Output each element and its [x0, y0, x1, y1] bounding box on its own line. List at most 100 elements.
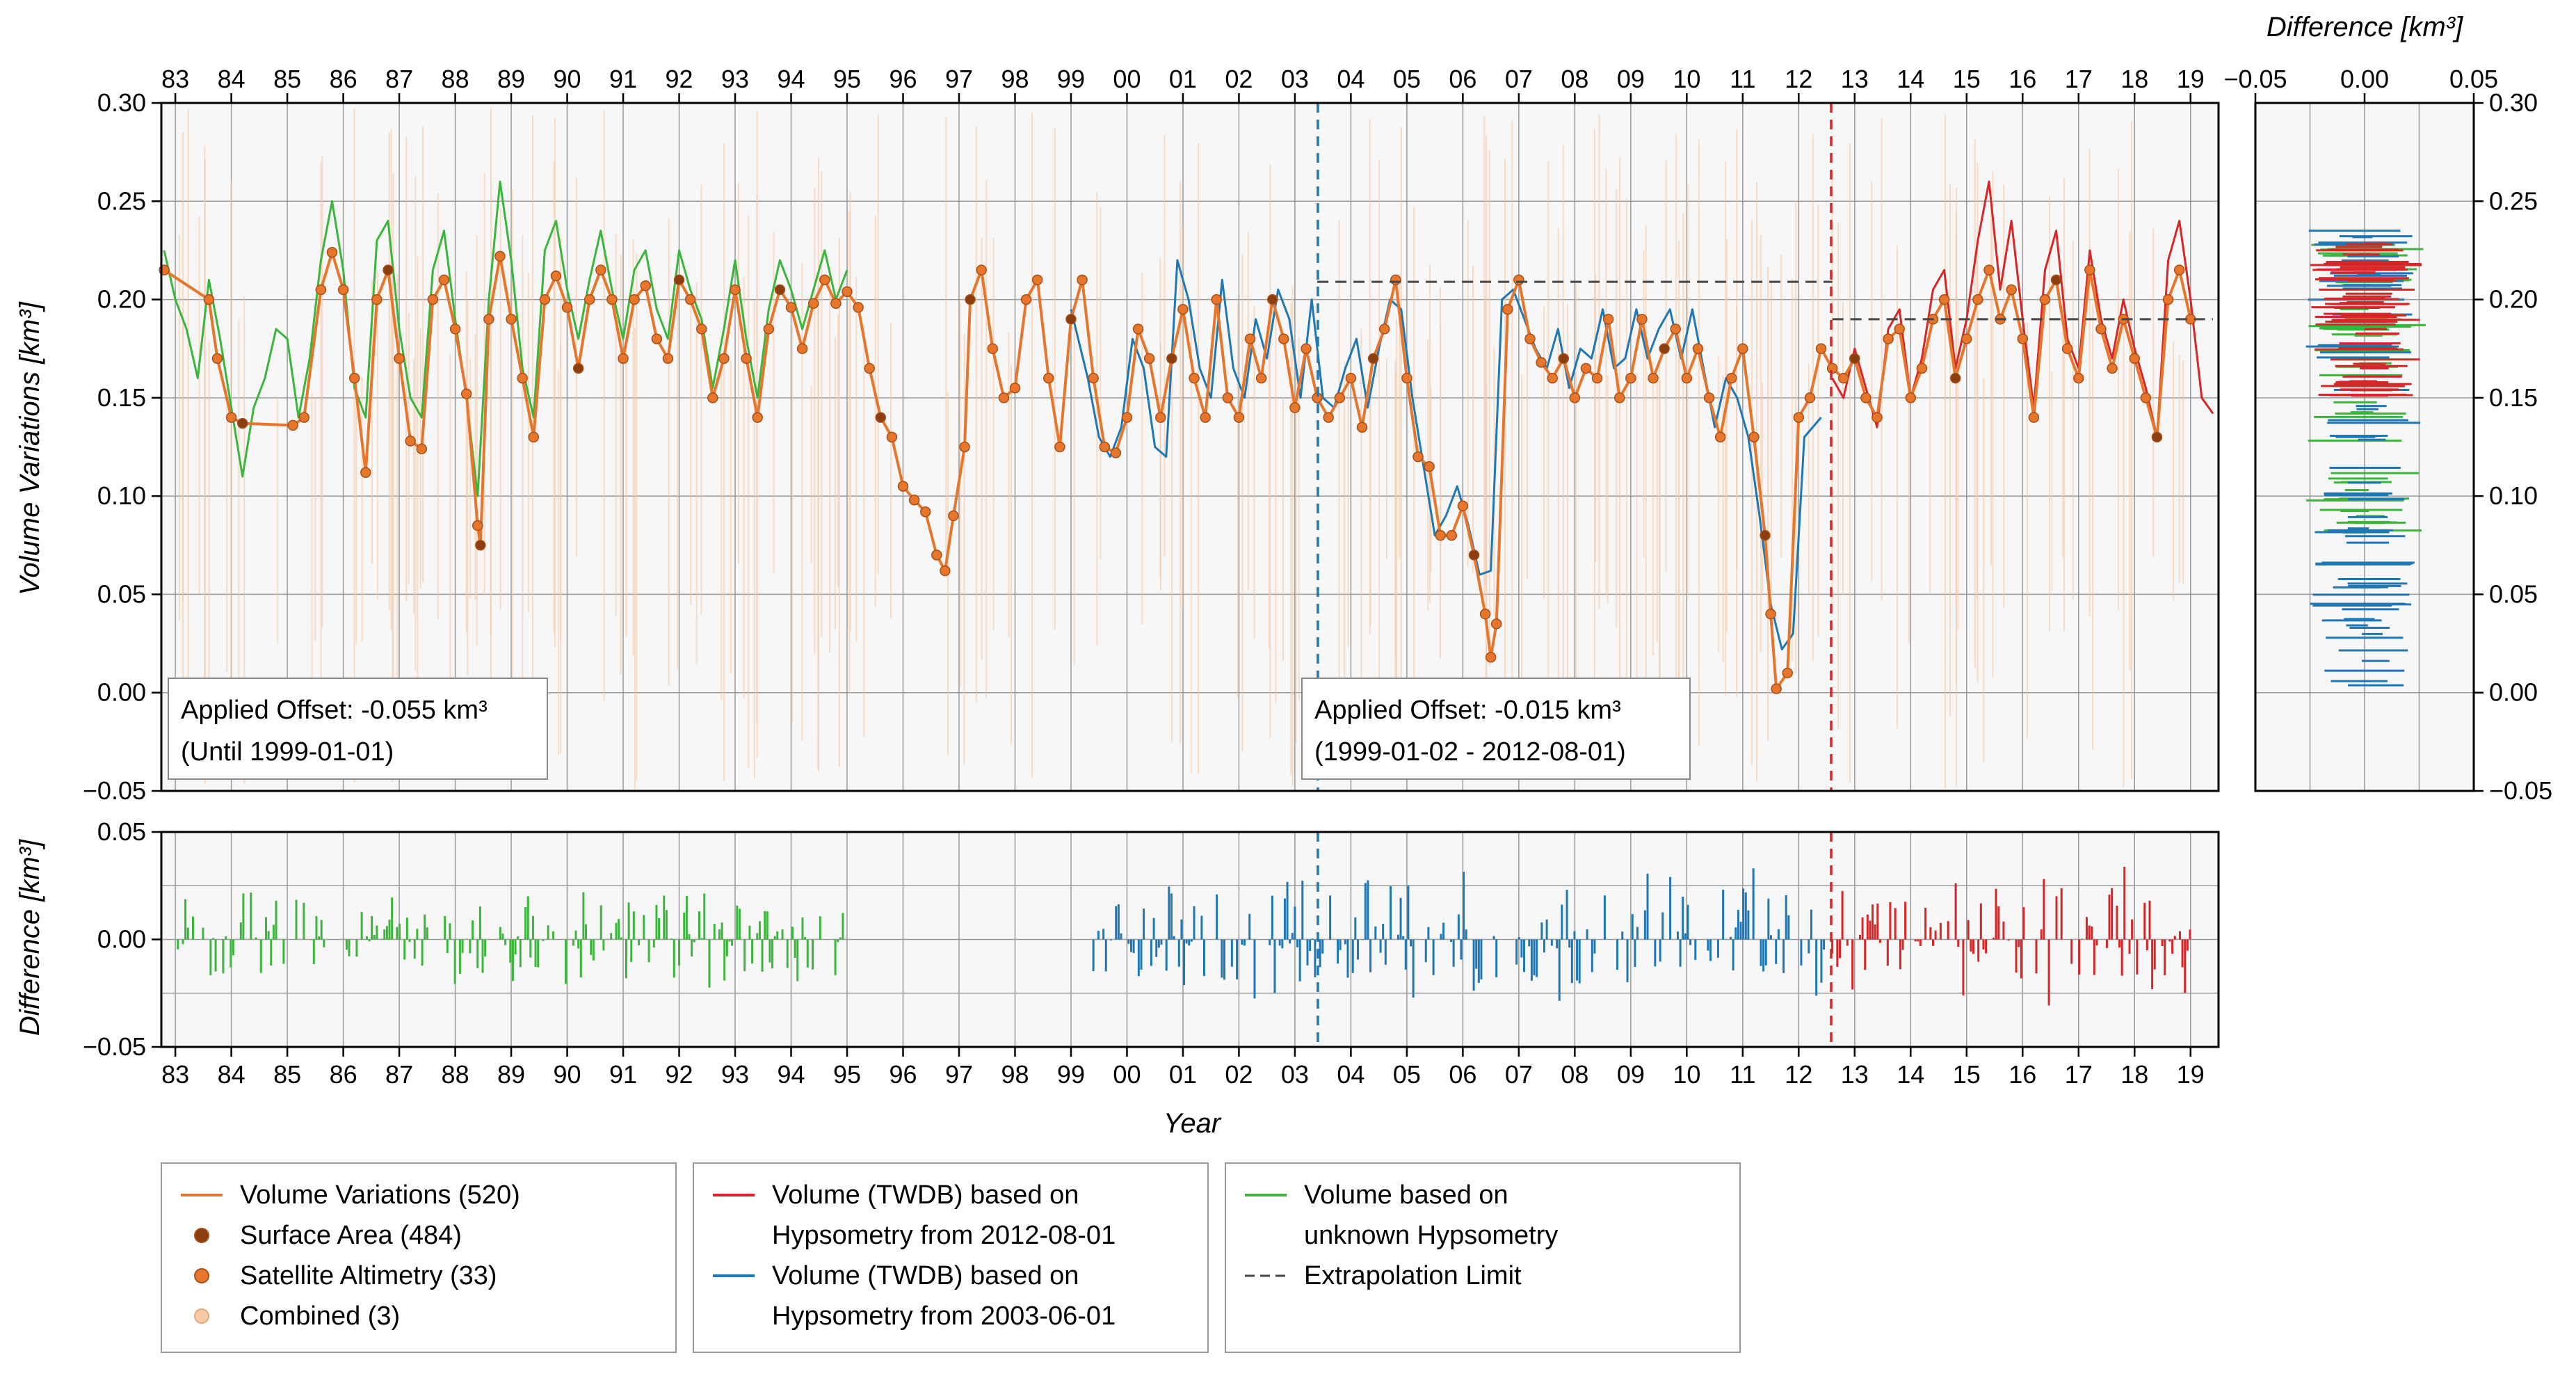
volume-variations-point: [1837, 372, 1849, 384]
volume-variations-point: [1536, 357, 1547, 368]
top-year-label: 02: [1225, 65, 1253, 93]
volume-variations-point: [326, 247, 338, 258]
hist-x-tick-label: −0.05: [2223, 65, 2287, 93]
top-year-label: 93: [721, 65, 749, 93]
volume-variations-point: [842, 286, 853, 298]
bottom-year-label: 02: [1225, 1060, 1253, 1089]
legend-dot-swatch: [194, 1228, 209, 1243]
hist-y-tick-label: 0.10: [2489, 481, 2538, 510]
volume-variations-point: [1255, 372, 1267, 384]
top-year-label: 85: [273, 65, 301, 93]
volume-variations-point: [517, 372, 528, 384]
volume-variations-point: [405, 435, 416, 447]
bottom-year-label: 18: [2120, 1060, 2148, 1089]
volume-variations-point: [796, 343, 808, 354]
volume-variations-point: [1591, 372, 1603, 384]
bottom-year-label: 94: [777, 1060, 805, 1089]
volume-variations-point: [1725, 372, 1737, 384]
volume-variations-point: [752, 412, 763, 423]
volume-variations-point: [203, 294, 215, 305]
volume-variations-point: [1681, 372, 1693, 384]
volume-variations-point: [897, 481, 909, 492]
offset-annotation-line1: Applied Offset: -0.015 km³: [1314, 696, 1621, 725]
volume-variations-point: [886, 431, 898, 443]
top-year-label: 84: [218, 65, 245, 93]
diff-y-tick-label: −0.05: [83, 1032, 146, 1061]
hist-y-tick-label: 0.30: [2489, 88, 2538, 117]
top-year-label: 13: [1841, 65, 1869, 93]
bottom-year-label: 07: [1505, 1060, 1533, 1089]
volume-variations-point: [2140, 392, 2152, 403]
hist-y-tick-label: −0.05: [2489, 776, 2552, 805]
volume-variations-point: [1099, 441, 1111, 453]
volume-variations-point: [1485, 652, 1497, 663]
bottom-year-label: 01: [1169, 1060, 1197, 1089]
volume-variations-point: [741, 353, 752, 365]
volume-variations-point: [236, 417, 248, 429]
hist-y-tick-label: 0.25: [2489, 186, 2538, 215]
diff-y-tick-label: 0.05: [97, 817, 146, 846]
volume-variations-point: [959, 441, 970, 453]
volume-variations-point: [987, 343, 999, 354]
y-tick-label: 0.20: [97, 285, 146, 314]
top-year-label: 07: [1505, 65, 1533, 93]
diff-y-tick-label: 0.00: [97, 925, 146, 954]
volume-variations-point: [1547, 372, 1558, 384]
volume-variations-point: [539, 294, 551, 305]
volume-variations-point: [1233, 412, 1245, 423]
volume-variations-point: [483, 314, 494, 325]
volume-variations-point: [998, 392, 1010, 403]
legend-label: Extrapolation Limit: [1304, 1261, 1522, 1290]
volume-variations-point: [475, 540, 486, 551]
y-tick-label: −0.05: [83, 776, 146, 805]
volume-variations-point: [684, 294, 696, 305]
main-frame: [160, 102, 2220, 792]
volume-variations-point: [1043, 372, 1054, 384]
volume-variations-point: [2006, 284, 2017, 296]
legend-dot-swatch: [194, 1308, 209, 1324]
volume-variations-point: [1815, 343, 1827, 354]
top-year-label: 86: [330, 65, 357, 93]
volume-variations-point: [1468, 550, 1480, 561]
volume-variations-point: [1446, 529, 1458, 541]
bottom-year-label: 00: [1113, 1060, 1141, 1089]
bottom-year-label: 95: [833, 1060, 861, 1089]
volume-variations-point: [1457, 500, 1469, 512]
offset-annotation-box: [168, 678, 548, 780]
volume-variations-point: [1479, 608, 1491, 620]
volume-variations-point: [1883, 333, 1894, 344]
volume-variations-point: [1580, 362, 1592, 374]
volume-variations-point: [774, 284, 786, 296]
legend-box: [693, 1162, 1209, 1353]
volume-variations-point: [2107, 362, 2118, 374]
volume-variations-point: [807, 298, 819, 309]
top-year-label: 01: [1169, 65, 1197, 93]
top-year-label: 04: [1337, 65, 1365, 93]
volume-variations-point: [1065, 314, 1077, 325]
volume-variations-point: [730, 284, 741, 296]
volume-variations-point: [1031, 274, 1043, 286]
volume-variations-point: [785, 302, 797, 313]
bottom-year-label: 14: [1897, 1060, 1924, 1089]
volume-variations-point: [1166, 353, 1177, 365]
legend-label: Satellite Altimetry (33): [240, 1261, 497, 1290]
top-year-label: 87: [385, 65, 413, 93]
y-tick-label: 0.10: [97, 481, 146, 510]
bottom-year-label: 92: [666, 1060, 693, 1089]
volume-variations-point: [438, 274, 450, 286]
bottom-year-label: 11: [1730, 1060, 1755, 1089]
volume-variations-point: [2151, 431, 2163, 443]
bottom-year-label: 06: [1449, 1060, 1476, 1089]
top-year-label: 97: [945, 65, 973, 93]
bottom-year-label: 08: [1561, 1060, 1588, 1089]
volume-variations-point: [1524, 333, 1536, 344]
bottom-year-label: 19: [2177, 1060, 2205, 1089]
volume-variations-point: [1177, 303, 1189, 315]
volume-variations-point: [940, 565, 951, 577]
legend-label: Combined (3): [240, 1302, 400, 1331]
y-tick-label: 0.00: [97, 678, 146, 707]
difference-panel: 83 84 85 86 87 88 89 90 91 92 93 94 95 96 97 98 99 00 01 02…: [83, 817, 2220, 1089]
volume-variations-point: [919, 506, 931, 518]
top-year-label: 19: [2177, 65, 2205, 93]
volume-variations-point: [1323, 412, 1334, 423]
